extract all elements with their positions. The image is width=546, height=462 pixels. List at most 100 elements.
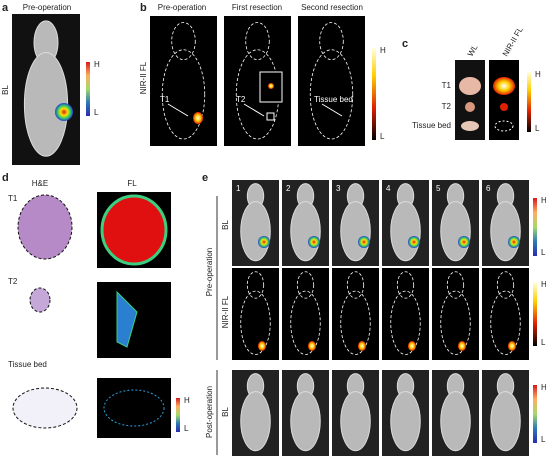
mouse-head xyxy=(446,271,465,299)
fl-signal xyxy=(116,290,138,348)
column-title: H&E xyxy=(32,179,48,188)
mouse-body xyxy=(290,290,321,355)
image xyxy=(489,60,519,140)
row-label: BL xyxy=(221,407,230,417)
mouse-head xyxy=(245,22,270,61)
mouse-body xyxy=(309,49,354,140)
image xyxy=(432,268,479,360)
mouse-body xyxy=(440,201,471,262)
mouse-body xyxy=(240,201,271,262)
mouse-body xyxy=(161,49,206,140)
mouse-body xyxy=(340,201,371,262)
panel-label: d xyxy=(2,172,9,184)
colorbar xyxy=(176,398,180,432)
arrow xyxy=(321,103,343,117)
mouse-body xyxy=(235,49,280,140)
row-label: Tissue bed xyxy=(412,121,451,130)
fl-signal xyxy=(408,341,416,351)
specimen xyxy=(461,121,479,131)
column-label: 6 xyxy=(486,184,491,193)
row-label: NIR-II FL xyxy=(221,295,230,328)
fl-signal xyxy=(493,77,515,95)
mouse-body xyxy=(490,201,521,262)
mouse-body xyxy=(290,391,321,452)
tumor-signal xyxy=(408,236,420,248)
image xyxy=(97,378,171,438)
colorbar-high: H xyxy=(380,46,386,55)
mouse-body xyxy=(390,201,421,262)
column-label: 1 xyxy=(236,184,241,193)
mouse-body xyxy=(440,391,471,452)
column-title: Pre-operation xyxy=(23,3,71,12)
he-section xyxy=(29,287,51,313)
roi xyxy=(266,112,275,121)
tumor-signal xyxy=(258,236,270,248)
colorbar-high: H xyxy=(184,396,190,405)
colorbar xyxy=(86,62,90,116)
colorbar xyxy=(533,198,537,256)
fl-signal xyxy=(508,341,516,351)
tumor-signal xyxy=(55,103,73,121)
mouse-head xyxy=(319,22,344,61)
row-label: BL xyxy=(221,220,230,230)
panel-label: e xyxy=(202,172,208,184)
fl-signal xyxy=(358,341,366,351)
colorbar-low: L xyxy=(541,338,546,347)
mouse-head xyxy=(171,22,196,61)
row-label: NIR-II FL xyxy=(139,61,148,94)
row-label: T1 xyxy=(8,194,18,203)
panel-label: b xyxy=(140,2,147,14)
colorbar-high: H xyxy=(541,383,546,392)
panel-label: c xyxy=(402,38,408,50)
mouse-head xyxy=(296,271,315,299)
fl-signal xyxy=(258,341,266,351)
fl-signal xyxy=(193,112,203,124)
group-label: Post-operation xyxy=(205,386,214,438)
tumor-signal xyxy=(358,236,370,248)
colorbar-high: H xyxy=(541,280,546,289)
tumor-signal xyxy=(308,236,320,248)
row-label: T2 xyxy=(442,102,452,111)
fl-signal xyxy=(268,83,274,89)
mouse-body xyxy=(440,290,471,355)
column-title: WL xyxy=(466,43,480,58)
mouse-body xyxy=(340,290,371,355)
column-label: 5 xyxy=(436,184,441,193)
column-title: Second resection xyxy=(301,3,363,12)
image xyxy=(298,16,365,146)
column-title: NIR-II FL xyxy=(501,25,525,58)
row-label: BL xyxy=(1,85,10,95)
colorbar-low: L xyxy=(541,248,546,257)
colorbar-low: L xyxy=(541,435,546,444)
tumor-signal xyxy=(508,236,520,248)
image xyxy=(232,268,279,360)
colorbar xyxy=(533,282,537,346)
specimen xyxy=(465,102,475,112)
image xyxy=(482,268,529,360)
colorbar xyxy=(372,48,376,140)
colorbar xyxy=(533,385,537,443)
fl-signal xyxy=(308,341,316,351)
fl-signal xyxy=(500,103,508,111)
annotation: T1 xyxy=(160,95,170,104)
mouse-body xyxy=(240,290,271,355)
row-label: T1 xyxy=(442,81,452,90)
column-label: 3 xyxy=(336,184,341,193)
tumor-signal xyxy=(458,236,470,248)
colorbar-low: L xyxy=(380,132,385,141)
arrow xyxy=(243,103,265,117)
colorbar-low: L xyxy=(94,108,99,117)
mouse-body xyxy=(340,391,371,452)
he-section xyxy=(12,387,78,429)
row-label: Tissue bed xyxy=(8,360,47,369)
column-label: 2 xyxy=(286,184,291,193)
image xyxy=(382,268,429,360)
colorbar-high: H xyxy=(535,70,541,79)
fl-signal xyxy=(100,194,168,266)
mouse-body xyxy=(290,201,321,262)
fl-signal xyxy=(103,389,165,427)
image xyxy=(282,268,329,360)
colorbar xyxy=(527,72,531,132)
specimen xyxy=(459,77,481,95)
